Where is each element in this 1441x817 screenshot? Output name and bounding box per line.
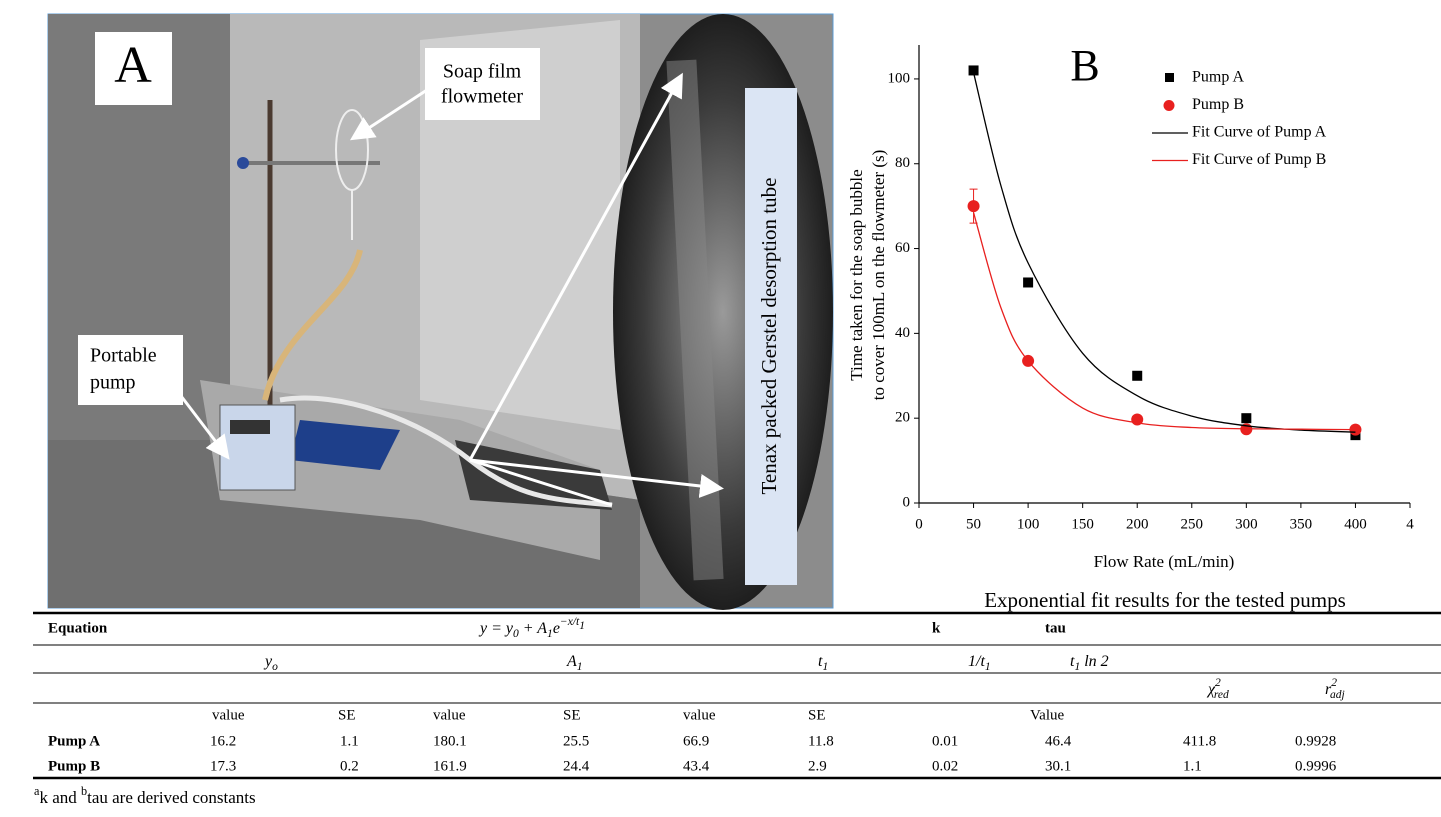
table-cell: 66.9 <box>683 733 709 749</box>
x-tick-label: 50 <box>966 516 981 532</box>
param-header-part: 1 <box>822 661 828 673</box>
table-header: tau <box>1045 620 1066 636</box>
x-tick-label: 200 <box>1126 516 1149 532</box>
equation-part: 1 <box>579 620 585 632</box>
param-header-part: 1 <box>985 661 991 673</box>
pump-label: pump <box>90 372 136 394</box>
point <box>1241 413 1251 423</box>
sub-header: SE <box>563 707 581 723</box>
param-header-part: o <box>272 661 278 673</box>
equation-part: e <box>553 620 560 637</box>
point <box>1132 371 1142 381</box>
table-cell: 30.1 <box>1045 758 1071 774</box>
param-header-part: 1/t <box>968 653 985 670</box>
stat-header-part: 2 <box>1331 677 1337 689</box>
table-cell: 24.4 <box>563 758 590 774</box>
table-cell: 2.9 <box>808 758 827 774</box>
param-header: t1 <box>818 653 828 673</box>
param-header-part: 1 <box>577 661 583 673</box>
legend-marker <box>1164 100 1175 111</box>
param-header: yo <box>263 653 278 673</box>
equation: y = y0 + A1e−x/t1 <box>478 616 585 640</box>
footnote-part: k and <box>39 788 81 807</box>
x-tick-label: 250 <box>1181 516 1204 532</box>
table-cell: 43.4 <box>683 758 710 774</box>
legend-label: Pump B <box>1192 96 1244 113</box>
table-cell: 0.01 <box>932 733 958 749</box>
row-label: Pump B <box>48 758 100 774</box>
pump-label: Portable <box>90 345 157 367</box>
table-cell: 0.02 <box>932 758 958 774</box>
point <box>1023 277 1033 287</box>
y-tick-label: 40 <box>895 325 910 341</box>
table-cell: 180.1 <box>433 733 467 749</box>
row-label: Pump A <box>48 733 100 749</box>
table-cell: 25.5 <box>563 733 589 749</box>
param-header-part: ln 2 <box>1080 653 1108 670</box>
stat-header-part: red <box>1214 689 1229 701</box>
table-cell: 0.9928 <box>1295 733 1336 749</box>
x-tick-label: 4 <box>1406 516 1414 532</box>
legend-label: Pump A <box>1192 69 1244 86</box>
panel-letter: A <box>114 37 152 94</box>
flowmeter-label: Soap film <box>443 61 522 83</box>
equation-part: + A <box>519 620 548 637</box>
sub-header: SE <box>338 707 356 723</box>
equation-part: y = y <box>478 620 514 637</box>
sub-header: Value <box>1030 707 1064 723</box>
x-tick-label: 350 <box>1290 516 1313 532</box>
table-cell: 46.4 <box>1045 733 1072 749</box>
y-axis-label: to cover 100mL on the flowmeter (s) <box>869 150 888 401</box>
sub-header: value <box>433 707 466 723</box>
legend-label: Fit Curve of Pump B <box>1192 151 1326 168</box>
x-tick-label: 100 <box>1017 516 1040 532</box>
footnote-part: tau are derived constants <box>87 788 256 807</box>
x-axis-label: Flow Rate (mL/min) <box>1094 552 1235 571</box>
y-tick-label: 80 <box>895 155 910 171</box>
param-header: 1/t1 <box>968 653 991 673</box>
table-cell: 17.3 <box>210 758 236 774</box>
table-cell: 1.1 <box>340 733 359 749</box>
param-header-part: A <box>566 653 577 670</box>
legend-label: Fit Curve of Pump A <box>1192 124 1327 141</box>
sub-header: value <box>212 707 245 723</box>
y-tick-label: 20 <box>895 410 910 426</box>
table-cell: 11.8 <box>808 733 834 749</box>
table-caption: Exponential fit results for the tested p… <box>984 588 1346 612</box>
panel-letter: B <box>1070 41 1099 90</box>
sub-header: value <box>683 707 716 723</box>
figure: A Soap film flowmeter Portable pump Tena… <box>0 0 1441 817</box>
table-cell: 16.2 <box>210 733 236 749</box>
table-cell: 0.9996 <box>1295 758 1337 774</box>
x-tick-label: 150 <box>1071 516 1094 532</box>
tube-label: Tenax packed Gerstel desorption tube <box>757 178 781 495</box>
page: {"panel_a": {"letter": "A", "flowmeter_l… <box>0 0 1441 817</box>
footnote: ak and btau are derived constants <box>34 784 256 807</box>
x-tick-label: 300 <box>1235 516 1258 532</box>
y-axis-label: Time taken for the soap bubble <box>847 169 866 380</box>
table-header: Equation <box>48 620 108 636</box>
y-tick-label: 0 <box>903 494 911 510</box>
table-cell: 161.9 <box>433 758 467 774</box>
param-header: t1 ln 2 <box>1070 653 1109 673</box>
stat-header-part: 2 <box>1215 677 1221 689</box>
y-tick-label: 60 <box>895 240 910 256</box>
x-tick-label: 400 <box>1344 516 1367 532</box>
x-tick-label: 0 <box>915 516 923 532</box>
point <box>968 200 980 212</box>
table-cell: 411.8 <box>1183 733 1216 749</box>
flowmeter-label: flowmeter <box>441 86 524 108</box>
table-cell: 0.2 <box>340 758 359 774</box>
equation-part: −x/t <box>560 616 580 628</box>
param-header: A1 <box>566 653 583 673</box>
stat-header-part: adj <box>1330 689 1345 701</box>
fit-curve <box>974 213 1356 430</box>
table-cell: 1.1 <box>1183 758 1202 774</box>
y-tick-label: 100 <box>888 70 911 86</box>
sub-header: SE <box>808 707 826 723</box>
legend-marker <box>1165 73 1174 82</box>
table-header: k <box>932 620 941 636</box>
